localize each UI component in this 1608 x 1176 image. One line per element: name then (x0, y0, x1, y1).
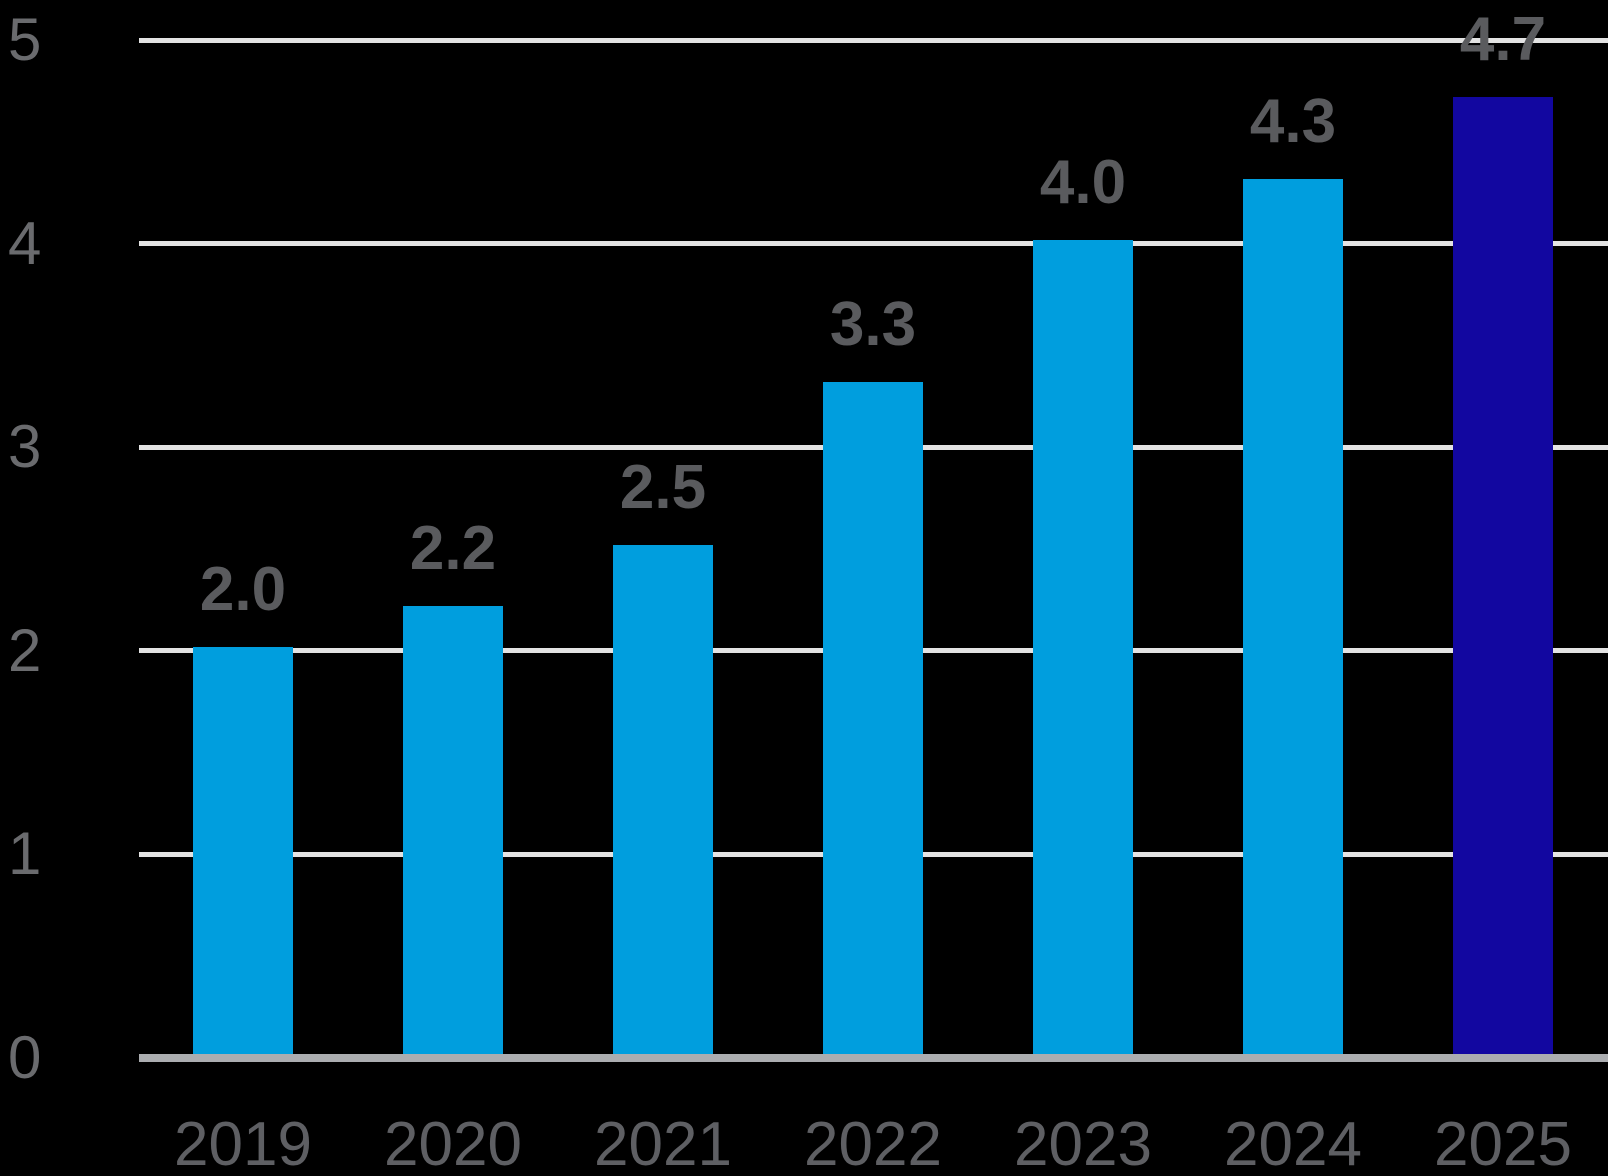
bar-2024 (1243, 179, 1343, 1054)
x-axis-label-2020: 2020 (384, 1110, 522, 1176)
bar-2023 (1033, 240, 1133, 1054)
x-axis-label-2021: 2021 (594, 1110, 732, 1176)
y-axis-label-0: 0 (8, 1024, 42, 1091)
gridline-y5 (139, 38, 1608, 43)
bar-value-label-2022: 3.3 (829, 290, 917, 359)
bar-2019 (193, 647, 293, 1054)
bar-value-label-2019: 2.0 (199, 555, 287, 624)
y-axis-label-3: 3 (8, 413, 42, 480)
bar-value-label-2023: 4.0 (1039, 148, 1127, 217)
x-axis-label-2019: 2019 (174, 1110, 312, 1176)
gridline-y4 (139, 241, 1608, 246)
y-axis-label-2: 2 (8, 617, 42, 684)
bar-2022 (823, 382, 923, 1054)
bar-value-label-2021: 2.5 (619, 453, 707, 522)
bar-value-label-2024: 4.3 (1249, 87, 1337, 156)
x-axis-label-2025: 2025 (1434, 1110, 1572, 1176)
y-axis-label-4: 4 (8, 210, 42, 277)
x-axis-label-2023: 2023 (1014, 1110, 1152, 1176)
bar-2020 (403, 606, 503, 1054)
bar-2021 (613, 545, 713, 1054)
bar-value-label-2020: 2.2 (409, 514, 497, 583)
x-axis-label-2024: 2024 (1224, 1110, 1362, 1176)
bar-2025 (1453, 97, 1553, 1054)
x-axis-label-2022: 2022 (804, 1110, 942, 1176)
y-axis-label-5: 5 (8, 6, 42, 73)
x-axis-baseline (139, 1054, 1608, 1062)
y-axis-label-1: 1 (8, 820, 42, 887)
bar-value-label-2025: 4.7 (1459, 5, 1547, 74)
